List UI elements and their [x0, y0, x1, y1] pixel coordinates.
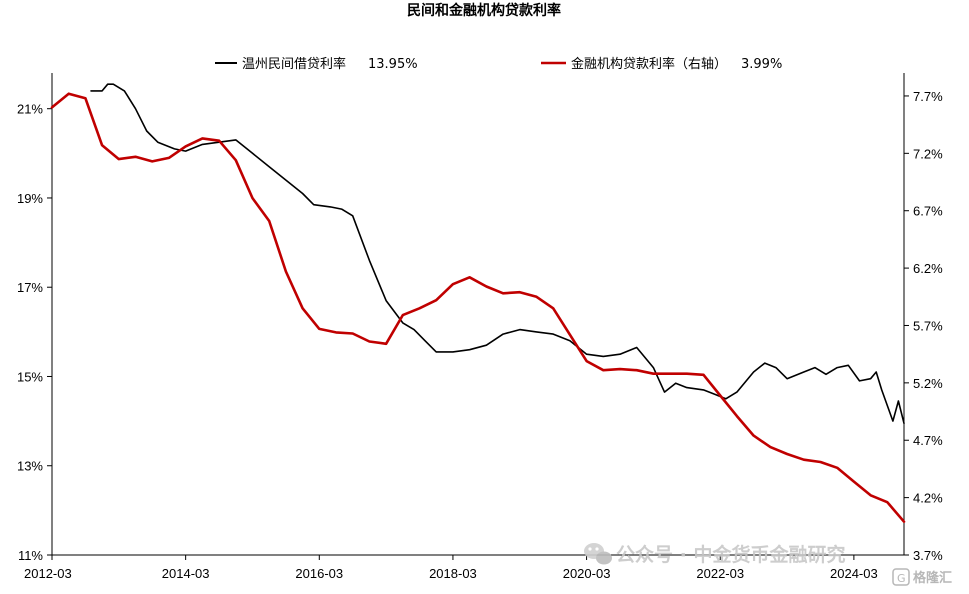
x-tick-label: 2014-03 — [162, 566, 210, 581]
right-axis-ticks: 3.7% 4.2% 4.7% 5.2% 5.7% 6.2% 6.7% 7.2% 7.7% — [904, 89, 943, 563]
series-layer — [50, 83, 906, 524]
legend-label-financial: 金融机构贷款利率（右轴） — [571, 56, 727, 72]
x-tick-label: 2024-03 — [830, 566, 878, 581]
x-tick-label: 2018-03 — [429, 566, 477, 581]
axes — [51, 73, 905, 556]
left-tick-label: 21% — [17, 102, 43, 117]
watermark-text: 公众号 · 中金货币金融研究 — [616, 543, 845, 566]
right-tick-label: 3.7% — [913, 548, 943, 563]
legend-value-wenzhou: 13.95% — [368, 57, 418, 72]
left-tick-label: 17% — [17, 280, 43, 295]
right-tick-label: 7.7% — [913, 89, 943, 104]
watermark: 公众号 · 中金货币金融研究 G 格隆汇 — [584, 543, 952, 586]
right-tick-label: 5.7% — [913, 318, 943, 333]
left-tick-label: 19% — [17, 191, 43, 206]
x-axis-ticks: 2012-03 2014-03 2016-03 2018-03 2020-03 2022-… — [24, 555, 878, 581]
right-tick-label: 6.7% — [913, 204, 943, 219]
right-tick-label: 7.2% — [913, 146, 943, 161]
left-tick-label: 13% — [17, 459, 43, 474]
right-tick-label: 4.2% — [913, 491, 943, 506]
legend-label-wenzhou: 温州民间借贷利率 — [242, 56, 346, 72]
left-tick-label: 15% — [17, 369, 43, 384]
svg-text:G: G — [897, 572, 906, 585]
right-tick-label: 4.7% — [913, 433, 943, 448]
x-tick-label: 2022-03 — [696, 566, 744, 581]
x-tick-label: 2020-03 — [563, 566, 611, 581]
legend: 温州民间借贷利率 13.95% 金融机构贷款利率（右轴） 3.99% — [215, 56, 782, 72]
legend-value-financial: 3.99% — [741, 57, 782, 72]
x-tick-label: 2012-03 — [24, 566, 72, 581]
left-tick-label: 11% — [18, 548, 43, 563]
right-tick-label: 5.2% — [913, 376, 943, 391]
right-tick-label: 6.2% — [913, 261, 943, 276]
gelonghui-logo-icon: G — [892, 568, 910, 586]
wechat-icon — [584, 543, 612, 565]
series-line-wenzhou — [90, 83, 905, 425]
x-tick-label: 2016-03 — [295, 566, 343, 581]
left-axis-ticks: 11% 13% 15% 17% 19% 21% — [17, 102, 52, 563]
chart-title: 民间和金融机构贷款利率 — [407, 2, 561, 19]
series-line-financial — [50, 92, 906, 524]
watermark-sub: 格隆汇 — [913, 570, 952, 586]
